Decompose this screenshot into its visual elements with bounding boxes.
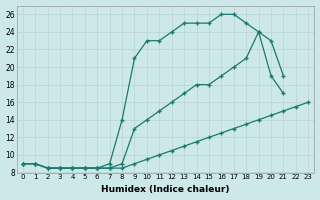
X-axis label: Humidex (Indice chaleur): Humidex (Indice chaleur) (101, 185, 230, 194)
